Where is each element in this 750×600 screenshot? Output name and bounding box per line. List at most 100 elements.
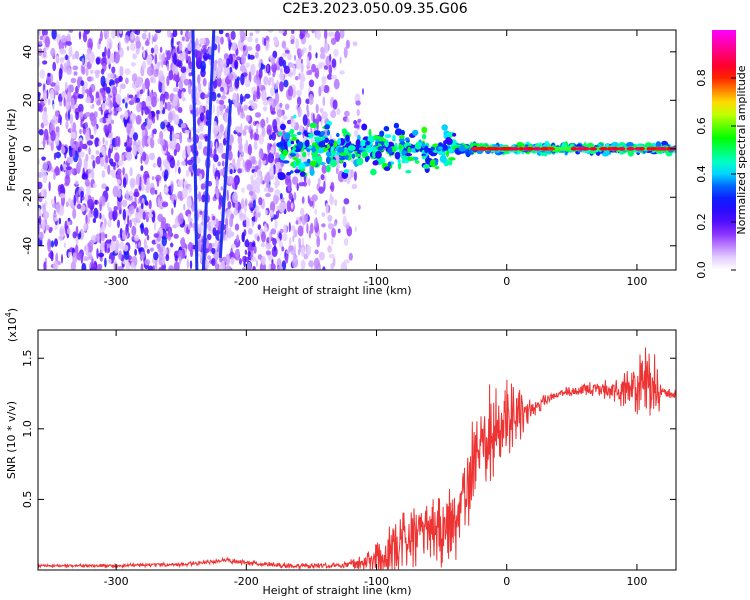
noise-speckle — [144, 78, 150, 90]
noise-speckle — [241, 198, 245, 210]
noise-speckle — [109, 41, 112, 50]
noise-speckle — [55, 126, 60, 133]
noise-speckle — [343, 46, 348, 59]
noise-speckle — [233, 177, 239, 184]
noise-speckle — [50, 198, 55, 205]
carrier-signal-blob — [324, 137, 330, 143]
carrier-signal-blob — [280, 146, 285, 150]
noise-speckle — [266, 116, 269, 124]
noise-speckle — [101, 170, 106, 179]
noise-speckle — [87, 127, 90, 138]
noise-speckle — [187, 197, 192, 209]
noise-speckle — [265, 243, 272, 250]
noise-speckle — [165, 254, 170, 262]
carrier-signal-blob — [412, 129, 419, 136]
noise-speckle — [120, 83, 126, 90]
noise-speckle — [263, 37, 267, 47]
diagonal-streak — [191, 30, 199, 270]
noise-speckle — [269, 263, 276, 270]
noise-speckle — [243, 104, 249, 111]
noise-speckle — [161, 83, 166, 95]
carrier-peak — [477, 147, 486, 151]
noise-speckle — [275, 210, 280, 219]
noise-speckle — [42, 171, 48, 184]
noise-speckle — [76, 203, 82, 210]
noise-speckle — [38, 129, 44, 136]
noise-speckle — [291, 176, 299, 185]
noise-speckle — [244, 125, 249, 130]
noise-speckle — [248, 228, 253, 235]
noise-speckle — [96, 248, 99, 259]
noise-speckle — [228, 53, 233, 65]
noise-speckle — [82, 256, 89, 262]
carrier-signal-blob — [326, 164, 331, 173]
noise-speckle — [104, 77, 110, 84]
noise-speckle — [139, 224, 144, 229]
noise-speckle — [277, 265, 284, 270]
noise-speckle — [161, 236, 167, 247]
noise-speckle — [141, 32, 147, 40]
noise-speckle — [331, 237, 334, 246]
noise-speckle — [200, 60, 206, 72]
carrier-signal-blob — [288, 130, 294, 135]
noise-speckle — [88, 147, 91, 155]
noise-speckle — [250, 63, 256, 76]
noise-speckle — [129, 178, 136, 188]
noise-speckle — [287, 96, 292, 101]
noise-speckle — [246, 46, 253, 51]
noise-speckle — [160, 121, 166, 130]
noise-speckle — [141, 136, 146, 148]
noise-speckle — [220, 168, 226, 173]
noise-speckle — [127, 215, 130, 227]
noise-speckle — [274, 189, 281, 197]
carrier-signal-blob — [438, 151, 443, 156]
colorbar-label: Normalized spectral amplitude — [735, 65, 748, 234]
noise-speckle — [299, 80, 304, 91]
noise-speckle — [240, 122, 243, 134]
noise-speckle — [207, 255, 212, 260]
carrier-signal-blob — [399, 135, 405, 139]
noise-speckle — [327, 214, 333, 222]
noise-speckle — [268, 97, 274, 106]
noise-speckle — [90, 134, 94, 139]
x-tick-label: 0 — [503, 275, 510, 288]
noise-speckle — [41, 156, 46, 161]
noise-speckle — [183, 203, 186, 211]
heatmap-frame — [37, 29, 677, 271]
noise-speckle — [102, 137, 105, 145]
carrier-signal-blob — [289, 152, 296, 157]
noise-speckle — [256, 235, 260, 242]
noise-speckle — [66, 227, 71, 235]
noise-speckle — [303, 181, 307, 187]
noise-speckle — [188, 61, 194, 70]
noise-speckle — [112, 93, 116, 105]
noise-speckle — [90, 105, 94, 109]
noise-speckle — [179, 52, 186, 61]
noise-speckle — [240, 112, 246, 119]
noise-speckle — [164, 91, 170, 100]
noise-speckle — [109, 144, 112, 150]
noise-speckle — [255, 112, 261, 118]
noise-speckle — [327, 245, 332, 253]
carrier-signal-blob — [445, 137, 452, 144]
noise-speckle — [258, 197, 263, 206]
noise-speckle — [104, 241, 107, 253]
noise-speckle — [270, 86, 275, 97]
carrier-signal-blob — [368, 128, 372, 137]
y-tick-label: -20 — [21, 188, 34, 206]
noise-speckle — [279, 193, 283, 199]
noise-speckle — [158, 70, 164, 82]
noise-speckle — [54, 225, 58, 230]
noise-speckle — [107, 72, 114, 79]
noise-speckle — [336, 163, 341, 170]
noise-speckle — [351, 183, 358, 190]
noise-speckle — [55, 151, 61, 159]
noise-speckle — [279, 72, 285, 81]
noise-speckle — [69, 113, 74, 125]
noise-speckle — [67, 197, 72, 207]
carrier-signal-blob — [370, 168, 377, 176]
noise-speckle — [146, 37, 149, 46]
carrier-signal-blob — [339, 157, 346, 161]
carrier-signal-blob — [384, 134, 392, 139]
noise-speckle — [177, 179, 184, 187]
